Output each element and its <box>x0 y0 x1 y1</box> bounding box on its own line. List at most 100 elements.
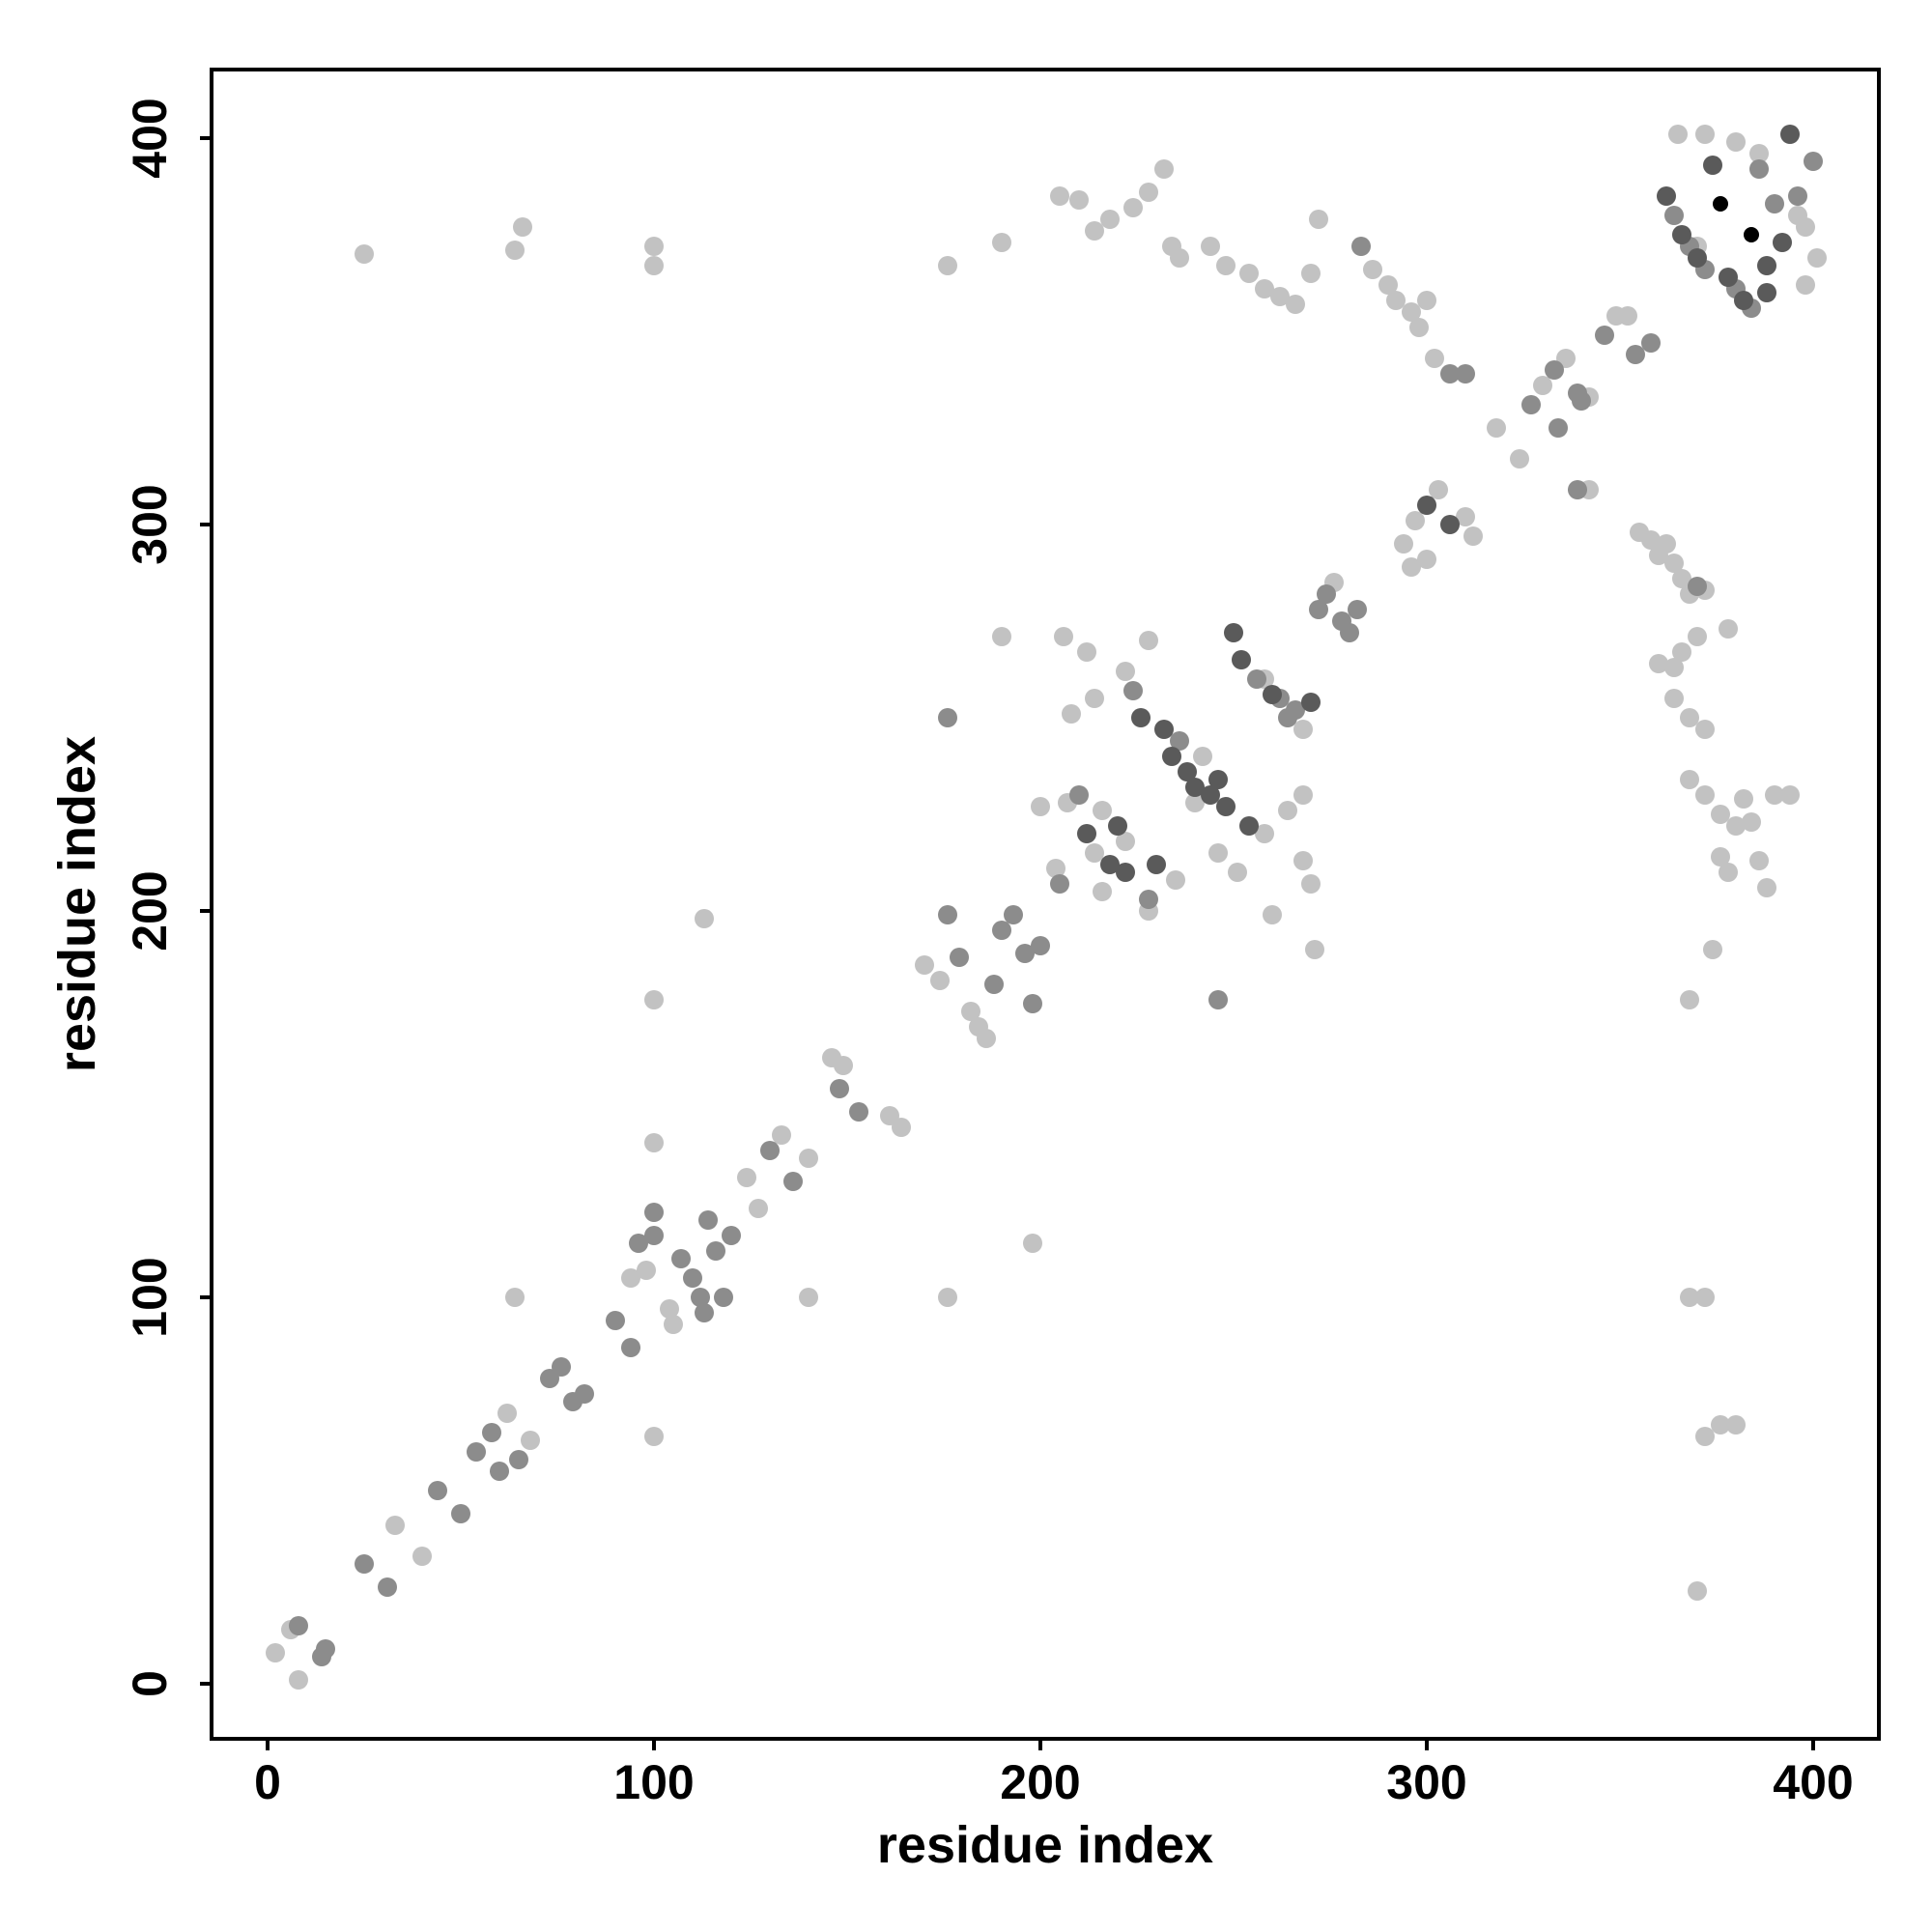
data-point <box>1548 418 1568 438</box>
data-point <box>621 1268 640 1288</box>
data-point <box>1062 704 1081 724</box>
data-point <box>1054 627 1073 646</box>
data-point <box>1023 994 1042 1013</box>
data-point <box>849 1102 868 1122</box>
data-point <box>1286 295 1305 314</box>
data-point <box>1224 623 1243 642</box>
data-point <box>1429 480 1448 499</box>
data-point <box>1657 534 1676 554</box>
data-point <box>1178 762 1197 781</box>
data-point <box>706 1241 725 1261</box>
data-point <box>892 1118 911 1137</box>
x-axis-title: residue index <box>877 1816 1213 1874</box>
data-point <box>1711 1415 1730 1435</box>
data-point <box>1719 863 1738 882</box>
y-tick-label: 300 <box>123 484 177 564</box>
data-point <box>1123 198 1143 217</box>
data-point <box>412 1547 432 1566</box>
y-tick-label: 100 <box>123 1257 177 1337</box>
data-point <box>644 237 664 256</box>
data-point <box>1123 681 1143 700</box>
data-point <box>683 1268 702 1288</box>
data-point <box>1386 291 1406 310</box>
data-point <box>1228 863 1247 882</box>
data-point <box>1394 534 1413 554</box>
y-tick-label: 200 <box>123 870 177 951</box>
data-point <box>428 1481 447 1500</box>
data-point <box>1780 785 1800 805</box>
data-point <box>521 1431 540 1450</box>
data-point <box>1293 720 1313 739</box>
data-point <box>1406 511 1425 530</box>
data-point <box>1309 600 1328 619</box>
data-point <box>1672 569 1691 588</box>
data-point <box>1340 623 1359 642</box>
data-point <box>1116 662 1135 681</box>
data-point <box>1765 194 1784 213</box>
data-point <box>1695 1427 1715 1446</box>
data-point <box>691 1288 710 1307</box>
data-point <box>1201 785 1220 805</box>
data-point <box>1239 264 1259 283</box>
x-tick-label: 100 <box>613 1755 694 1809</box>
data-point <box>1309 210 1328 229</box>
data-point <box>1363 260 1382 279</box>
data-point <box>1170 731 1189 751</box>
data-point <box>1085 689 1104 708</box>
data-point <box>799 1149 818 1168</box>
data-point <box>1664 658 1684 677</box>
data-point <box>505 1288 525 1307</box>
data-point <box>1263 905 1282 924</box>
data-point <box>1664 554 1684 573</box>
data-point <box>1015 944 1035 963</box>
data-point <box>1305 940 1324 959</box>
data-point <box>1348 600 1367 619</box>
data-point <box>637 1261 656 1280</box>
data-point <box>1668 125 1688 144</box>
data-point <box>1672 642 1691 662</box>
data-point <box>1510 449 1529 469</box>
data-point <box>722 1226 741 1245</box>
data-point <box>1139 631 1158 650</box>
data-point <box>1139 183 1158 202</box>
data-point <box>1572 391 1591 411</box>
data-point <box>644 1226 664 1245</box>
data-point <box>830 1079 849 1098</box>
data-point <box>1680 770 1699 789</box>
data-point <box>992 233 1011 252</box>
data-point <box>644 1203 664 1222</box>
data-point <box>505 241 525 260</box>
data-point <box>938 1288 957 1307</box>
data-point <box>772 1125 791 1145</box>
data-point <box>266 1643 285 1662</box>
data-point <box>1216 797 1236 816</box>
data-point <box>644 1133 664 1152</box>
data-point <box>1263 685 1282 704</box>
data-point <box>1301 874 1321 894</box>
data-point <box>1521 395 1541 414</box>
data-point <box>1402 557 1421 577</box>
data-point <box>1166 870 1185 890</box>
data-point <box>1286 700 1305 720</box>
data-point <box>1664 689 1684 708</box>
data-point <box>513 217 532 237</box>
data-point <box>1216 256 1236 275</box>
data-point <box>1695 720 1715 739</box>
data-point <box>984 975 1004 994</box>
data-point <box>1301 264 1321 283</box>
data-point <box>749 1199 768 1218</box>
data-point <box>977 1029 996 1048</box>
data-point <box>1796 275 1815 295</box>
data-point <box>1703 156 1722 175</box>
data-point <box>552 1357 571 1377</box>
data-point <box>1807 248 1827 268</box>
data-point <box>799 1288 818 1307</box>
x-axis: 0 100 200 300 400 <box>254 1739 1854 1809</box>
data-point <box>1278 801 1297 820</box>
data-point <box>1780 125 1800 144</box>
data-point <box>1487 418 1506 438</box>
data-point <box>1147 855 1166 874</box>
data-point <box>1626 345 1645 364</box>
